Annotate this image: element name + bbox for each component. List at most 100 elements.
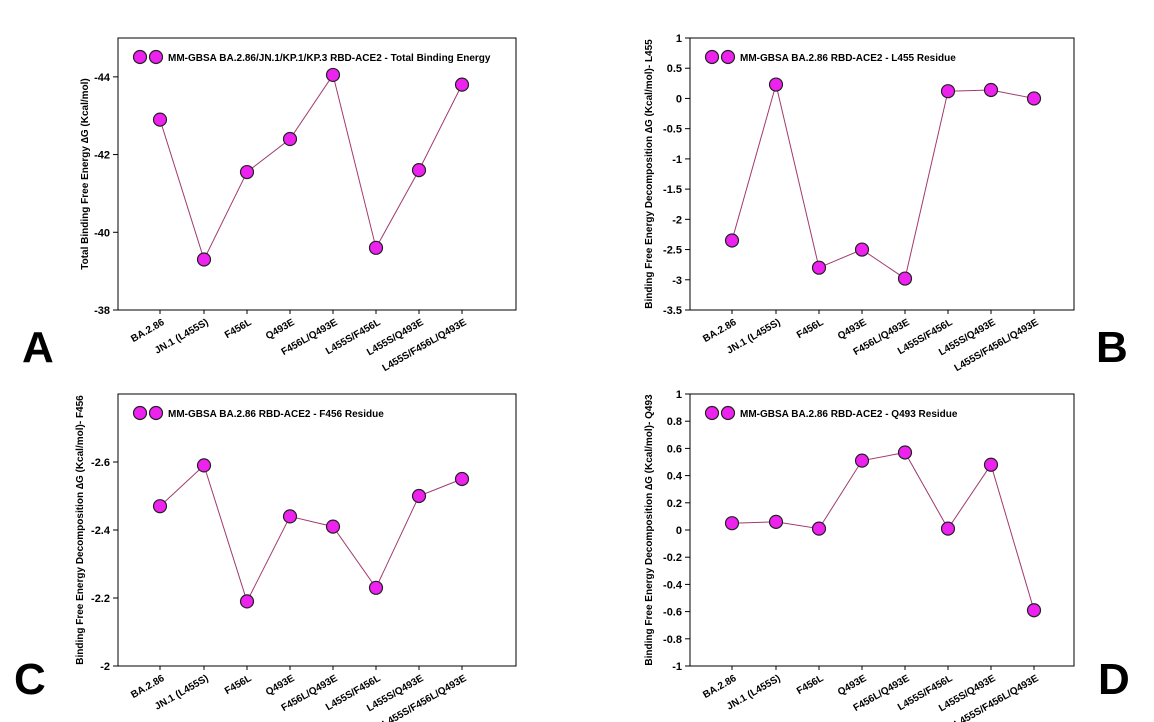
- y-tick-label: 0: [676, 93, 682, 105]
- panel-letter: A: [22, 323, 54, 372]
- series-line: [159, 464, 463, 603]
- x-tick-label: Q493E: [264, 317, 297, 342]
- legend-marker: [720, 49, 736, 65]
- plot-frame: [117, 393, 517, 667]
- legend-marker: [720, 405, 736, 421]
- data-point: [454, 77, 470, 92]
- data-point: [983, 82, 999, 98]
- y-tick-label: -40: [94, 227, 110, 239]
- y-tick-label: -0.2: [663, 552, 682, 564]
- y-tick-label: 0.6: [667, 443, 682, 455]
- data-point: [152, 499, 168, 514]
- y-tick-label: 1: [676, 389, 682, 401]
- legend-marker: [148, 49, 164, 65]
- data-point: [282, 509, 298, 524]
- y-tick-label: -38: [94, 305, 110, 317]
- data-point: [411, 163, 427, 178]
- plot-frame: [689, 393, 1075, 667]
- plot-frame: [117, 37, 517, 311]
- x-tick-label: BA.2.86: [129, 673, 167, 701]
- data-point: [724, 233, 740, 248]
- data-point: [811, 260, 827, 275]
- data-point: [239, 594, 255, 609]
- data-point: [897, 271, 913, 286]
- y-tick-label: -3: [672, 275, 682, 287]
- y-tick-label: 1: [676, 33, 682, 45]
- x-tick-label: F456L: [223, 317, 254, 341]
- chart-title: MM-GBSA BA.2.86 RBD-ACE2 - L455 Residue: [740, 53, 956, 64]
- y-tick-label: -2.5: [663, 245, 682, 257]
- data-point: [196, 458, 212, 473]
- data-point: [325, 519, 341, 534]
- y-tick-label: -0.6: [663, 607, 682, 619]
- data-point: [1026, 91, 1042, 106]
- series-line: [731, 451, 1035, 611]
- data-point: [811, 521, 827, 536]
- data-point: [454, 471, 470, 487]
- y-tick-label: 0.8: [667, 416, 682, 428]
- chart-title: MM-GBSA BA.2.86 RBD-ACE2 - Q493 Residue: [740, 409, 958, 420]
- data-point: [768, 77, 784, 92]
- chart-title: MM-GBSA BA.2.86 RBD-ACE2 - F456 Residue: [168, 409, 384, 420]
- y-tick-label: 0.5: [667, 63, 682, 75]
- y-tick-label: -2.2: [91, 593, 110, 605]
- data-point: [325, 67, 341, 83]
- y-tick-label: -2.4: [91, 525, 111, 537]
- legend-marker: [148, 405, 164, 421]
- data-point: [1026, 603, 1042, 618]
- x-tick-label: Q493E: [836, 317, 869, 342]
- panel-letter: B: [1096, 323, 1128, 372]
- series-line: [731, 82, 1035, 280]
- data-point: [239, 164, 255, 180]
- y-axis-label: Binding Free Energy Decomposition ∆G (Kc…: [75, 395, 86, 665]
- data-point: [940, 521, 956, 536]
- y-axis-label: Total Binding Free Energy ∆G (Kcal/mol): [80, 78, 91, 270]
- y-tick-label: -2: [672, 214, 682, 226]
- series-line: [159, 73, 463, 261]
- y-tick-label: -42: [94, 150, 110, 162]
- data-point: [368, 240, 384, 255]
- data-point: [768, 514, 784, 529]
- x-tick-label: F456L: [795, 317, 826, 341]
- x-tick-label: BA.2.86: [701, 673, 739, 701]
- x-tick-label: BA.2.86: [129, 317, 167, 345]
- legend-marker: [704, 405, 720, 421]
- y-tick-label: -44: [94, 72, 111, 84]
- data-point: [282, 131, 298, 147]
- data-point: [411, 488, 427, 504]
- data-point: [897, 445, 913, 460]
- x-tick-label: Q493E: [836, 673, 869, 698]
- x-tick-label: F456L: [223, 673, 254, 697]
- x-tick-label: F456L: [795, 673, 826, 697]
- panel-letter: C: [14, 655, 46, 704]
- x-tick-label: BA.2.86: [701, 317, 739, 345]
- y-axis-label: Binding Free Energy Decomposition ∆G (Kc…: [644, 394, 655, 666]
- y-tick-label: -2: [100, 661, 110, 673]
- plot-frame: [689, 37, 1075, 311]
- y-tick-label: -3.5: [663, 305, 682, 317]
- y-tick-label: 0.4: [667, 471, 683, 483]
- y-tick-label: -1: [672, 154, 682, 166]
- y-tick-label: -1.5: [663, 184, 682, 196]
- data-point: [854, 242, 870, 257]
- y-tick-label: -0.5: [663, 124, 682, 136]
- legend-marker: [704, 49, 720, 65]
- data-point: [196, 252, 212, 267]
- y-tick-label: -0.4: [663, 579, 683, 591]
- data-point: [854, 453, 870, 468]
- y-tick-label: 0: [676, 525, 682, 537]
- data-point: [152, 112, 168, 127]
- chart-panel-d: 10.80.60.40.20-0.2-0.4-0.6-0.8-1BA.2.86J…: [644, 389, 1130, 722]
- data-point: [983, 457, 999, 472]
- data-point: [368, 580, 384, 595]
- y-axis-label: Binding Free Energy Decomposition ∆G (Kc…: [644, 39, 655, 309]
- legend-marker: [132, 405, 148, 421]
- y-tick-label: -2.6: [91, 457, 110, 469]
- x-tick-label: Q493E: [264, 673, 297, 698]
- chart-title: MM-GBSA BA.2.86/JN.1/KP.1/KP.3 RBD-ACE2 …: [168, 53, 491, 64]
- legend-marker: [132, 49, 148, 65]
